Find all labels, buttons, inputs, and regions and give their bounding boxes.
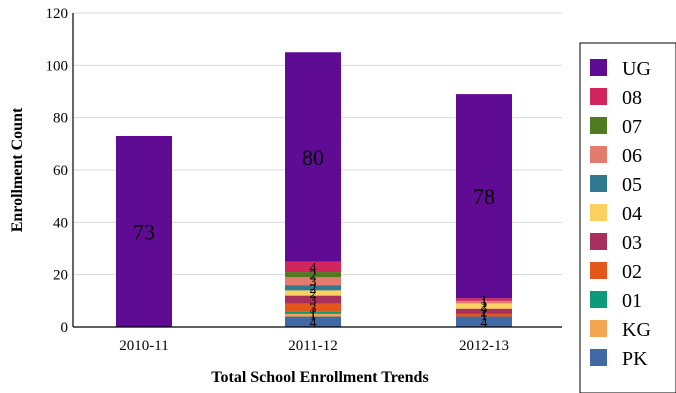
bar-segment xyxy=(456,308,512,314)
legend-label: 07 xyxy=(622,116,642,138)
bar-data-label: 1 xyxy=(310,309,317,324)
legend-swatch xyxy=(590,349,607,366)
y-tick-label: 100 xyxy=(46,58,69,74)
bar-data-label: 2 xyxy=(310,287,317,302)
bar-segment xyxy=(285,261,341,273)
legend-swatch xyxy=(590,117,607,134)
bar-data-label: 80 xyxy=(302,145,324,170)
legend-swatch xyxy=(590,262,607,279)
legend-swatch xyxy=(590,204,607,221)
legend-swatch xyxy=(590,291,607,308)
x-tick-label: 2010-11 xyxy=(119,338,168,354)
legend-label: KG xyxy=(622,319,651,341)
legend-label: PK xyxy=(622,348,648,370)
bar-data-label: 4 xyxy=(310,261,317,276)
legend-label: 02 xyxy=(622,261,642,283)
bar-data-label: 73 xyxy=(133,219,155,244)
bar-segment xyxy=(285,316,341,327)
axes xyxy=(72,13,562,328)
x-tick-label: 2012-13 xyxy=(459,338,509,354)
legend-swatch xyxy=(590,88,607,105)
bar-segment xyxy=(285,277,341,286)
legend-swatch xyxy=(590,320,607,337)
bar-segment xyxy=(456,298,512,301)
bar-segment xyxy=(285,311,341,314)
bar-data-label: 2 xyxy=(310,269,317,284)
y-tick-label: 120 xyxy=(46,6,69,22)
y-tick-label: 80 xyxy=(53,111,68,127)
bar-segment xyxy=(456,300,512,304)
x-tick-labels: 2010-11 2011-12 2012-13 xyxy=(119,338,509,354)
y-tick-label: 0 xyxy=(61,320,69,336)
bar-segment xyxy=(285,313,341,317)
bar-segment xyxy=(285,290,341,296)
bar-segment xyxy=(285,52,341,262)
bar-segment xyxy=(285,272,341,278)
y-axis-title: Enrollment Count xyxy=(9,107,26,232)
legend-label: 01 xyxy=(622,290,642,312)
stacked-bars xyxy=(116,52,512,327)
bar-data-label: 4 xyxy=(310,316,317,331)
bar-data-label: 2 xyxy=(310,282,317,297)
bar-segment xyxy=(285,285,341,291)
legend-swatch xyxy=(590,175,607,192)
legend-label: 08 xyxy=(622,87,642,109)
legend-swatch xyxy=(590,59,607,76)
y-tick-label: 60 xyxy=(53,163,68,179)
bar-segment xyxy=(456,94,512,299)
legend-swatch xyxy=(590,233,607,250)
x-axis-title: Total School Enrollment Trends xyxy=(211,369,428,386)
legend-label: 06 xyxy=(622,145,642,167)
legend-label: UG xyxy=(622,58,651,80)
bar-data-label: 78 xyxy=(473,184,495,209)
bar-data-label: 4 xyxy=(481,316,488,331)
bar-data-label: 1 xyxy=(310,307,317,322)
bar-segment xyxy=(456,303,512,309)
bar-data-label: 3 xyxy=(310,294,317,309)
legend-swatch xyxy=(590,146,607,163)
bar-segment xyxy=(285,295,341,304)
legend-label: 03 xyxy=(622,232,642,254)
bar-segment xyxy=(116,135,172,327)
y-tick-label: 20 xyxy=(53,268,68,284)
bar-data-label: 1 xyxy=(481,296,488,311)
legend: UG 08 07 06 05 04 03 02 01 KG PK xyxy=(579,42,676,393)
y-tick-label: 40 xyxy=(53,215,68,231)
bar-data-label: 1 xyxy=(481,309,488,324)
bar-segment xyxy=(285,303,341,312)
bar-data-label: 3 xyxy=(310,301,317,316)
bar-segment xyxy=(456,316,512,327)
bar-segment xyxy=(456,313,512,317)
y-tick-labels: 0 20 40 60 80 100 120 xyxy=(46,6,69,336)
bar-data-label: 3 xyxy=(310,275,317,290)
legend-label: 05 xyxy=(622,174,642,196)
bar-data-label: 2 xyxy=(481,305,488,320)
x-tick-label: 2011-12 xyxy=(288,338,337,354)
bar-data-label: 2 xyxy=(481,300,488,315)
legend-label: 04 xyxy=(622,203,642,225)
bar-data-label: 1 xyxy=(481,294,488,309)
